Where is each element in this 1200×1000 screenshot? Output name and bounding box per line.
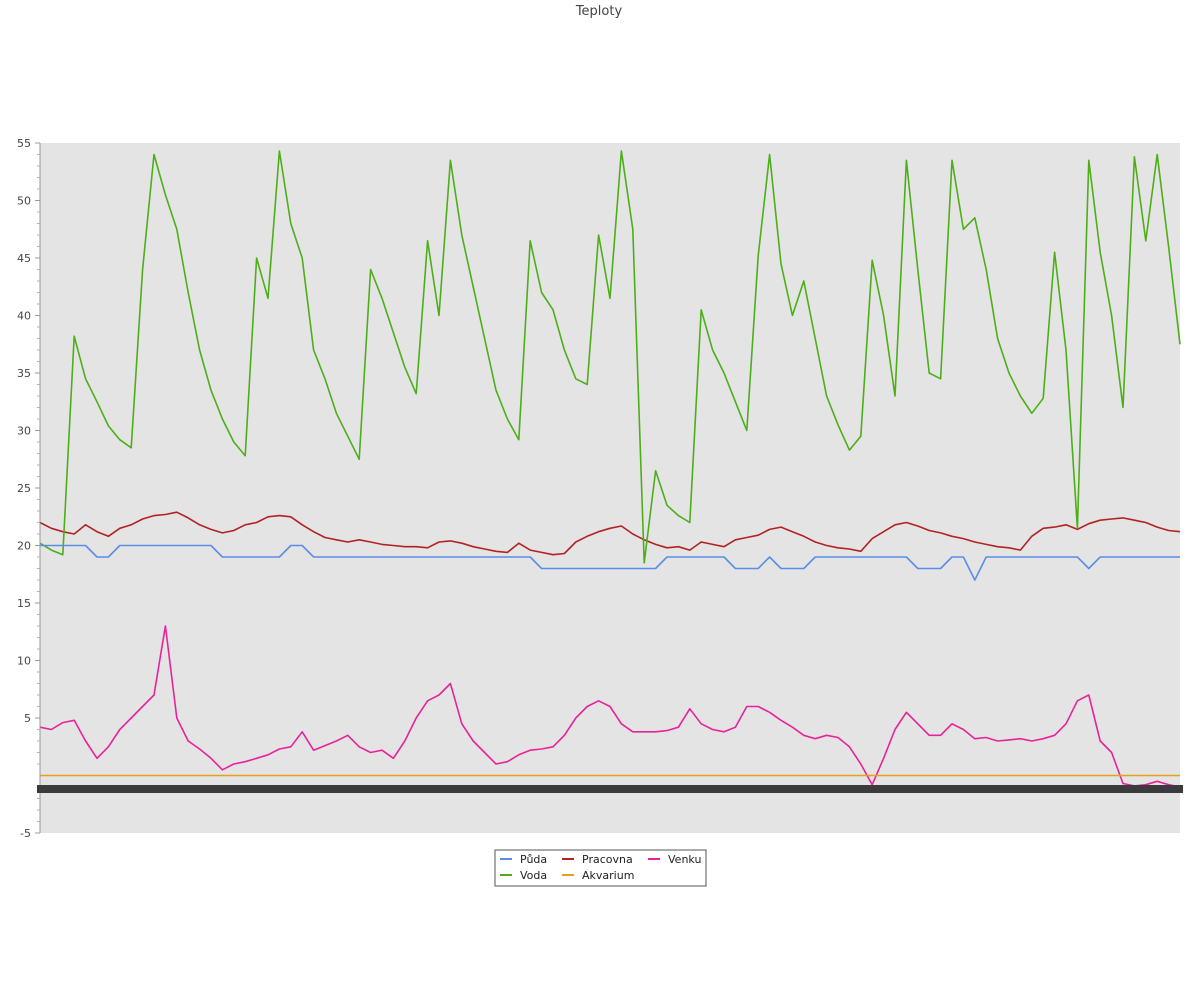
legend-label-4: Venku (668, 853, 701, 866)
y-tick-label: 40 (17, 310, 31, 323)
y-tick-label: 45 (17, 252, 31, 265)
series-line-1 (39, 150, 1181, 564)
legend-label-3: Akvarium (582, 869, 634, 882)
x-axis-label-band (37, 785, 1183, 793)
y-tick-label: -5 (20, 827, 31, 840)
y-tick-label: 30 (17, 425, 31, 438)
legend-label-0: Půda (520, 853, 547, 866)
y-tick-label: 50 (17, 195, 31, 208)
y-tick-label: 55 (17, 137, 31, 150)
y-tick-label: 25 (17, 482, 31, 495)
y-tick-label: 20 (17, 540, 31, 553)
chart-title: Teploty (575, 4, 623, 19)
series-line-0 (40, 544, 1180, 581)
series-layer (39, 150, 1181, 788)
y-tick-label: 10 (17, 655, 31, 668)
y-tick-label: 15 (17, 597, 31, 610)
y-tick-label: 35 (17, 367, 31, 380)
y-axis-ticks: 55 50 45 40 35 30 25 20 15 10 5 -5 (17, 137, 40, 840)
series-line-4 (39, 625, 1181, 788)
legend-box (494, 849, 707, 887)
series-line-2 (39, 511, 1181, 556)
legend-label-1: Voda (520, 869, 547, 882)
y-tick-label: 5 (24, 712, 31, 725)
legend: Půda Voda Pracovna Akvarium Venku (494, 849, 707, 887)
legend-label-2: Pracovna (582, 853, 633, 866)
plot-area (40, 143, 1180, 833)
